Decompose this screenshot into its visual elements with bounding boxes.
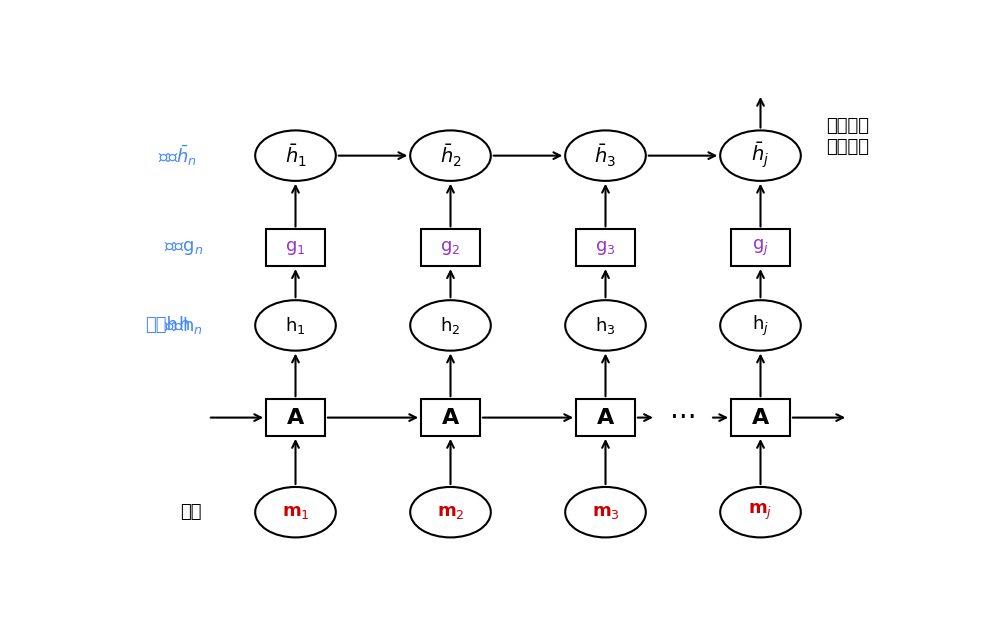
Text: m$_j$: m$_j$ bbox=[748, 502, 773, 522]
Text: A: A bbox=[752, 408, 769, 428]
Text: h$_2$: h$_2$ bbox=[440, 315, 461, 336]
Circle shape bbox=[720, 130, 801, 181]
Circle shape bbox=[720, 487, 801, 537]
Text: h: h bbox=[178, 316, 190, 335]
Text: m$_3$: m$_3$ bbox=[592, 503, 619, 521]
Text: $\bar{h}_2$: $\bar{h}_2$ bbox=[440, 142, 461, 169]
Text: $\bar{h}_j$: $\bar{h}_j$ bbox=[751, 141, 770, 170]
Circle shape bbox=[255, 301, 336, 351]
Circle shape bbox=[410, 301, 491, 351]
Text: 输出$\bar{h}_n$: 输出$\bar{h}_n$ bbox=[158, 144, 197, 168]
Text: 输出h$_n$: 输出h$_n$ bbox=[164, 315, 203, 336]
Bar bbox=[731, 399, 790, 436]
Bar bbox=[266, 399, 325, 436]
Text: g$_2$: g$_2$ bbox=[440, 239, 461, 257]
Text: 最后一个
隐藏状态: 最后一个 隐藏状态 bbox=[826, 117, 869, 156]
Text: 输入: 输入 bbox=[180, 503, 202, 521]
Text: h$_3$: h$_3$ bbox=[595, 315, 616, 336]
Bar bbox=[421, 229, 480, 266]
Circle shape bbox=[565, 130, 646, 181]
Circle shape bbox=[720, 301, 801, 351]
Text: h$_j$: h$_j$ bbox=[752, 313, 769, 338]
Circle shape bbox=[410, 487, 491, 537]
Text: g$_1$: g$_1$ bbox=[285, 239, 306, 257]
Text: g$_3$: g$_3$ bbox=[595, 239, 616, 257]
Circle shape bbox=[565, 301, 646, 351]
Bar bbox=[576, 399, 635, 436]
Text: A: A bbox=[287, 408, 304, 428]
Circle shape bbox=[255, 487, 336, 537]
Bar bbox=[731, 229, 790, 266]
Text: A: A bbox=[597, 408, 614, 428]
Text: m$_1$: m$_1$ bbox=[282, 503, 309, 521]
Circle shape bbox=[255, 130, 336, 181]
Text: $\bar{h}_1$: $\bar{h}_1$ bbox=[285, 142, 306, 169]
Text: 选择g$_n$: 选择g$_n$ bbox=[164, 239, 203, 257]
Text: g$_j$: g$_j$ bbox=[752, 238, 769, 258]
Text: 输出h: 输出h bbox=[145, 316, 178, 335]
Bar bbox=[421, 399, 480, 436]
Bar bbox=[576, 229, 635, 266]
Text: $\bar{h}_3$: $\bar{h}_3$ bbox=[594, 142, 617, 169]
Text: ···: ··· bbox=[670, 404, 696, 432]
Circle shape bbox=[410, 130, 491, 181]
Bar bbox=[266, 229, 325, 266]
Text: h$_1$: h$_1$ bbox=[285, 315, 306, 336]
Circle shape bbox=[565, 487, 646, 537]
Text: A: A bbox=[442, 408, 459, 428]
Text: m$_2$: m$_2$ bbox=[437, 503, 464, 521]
